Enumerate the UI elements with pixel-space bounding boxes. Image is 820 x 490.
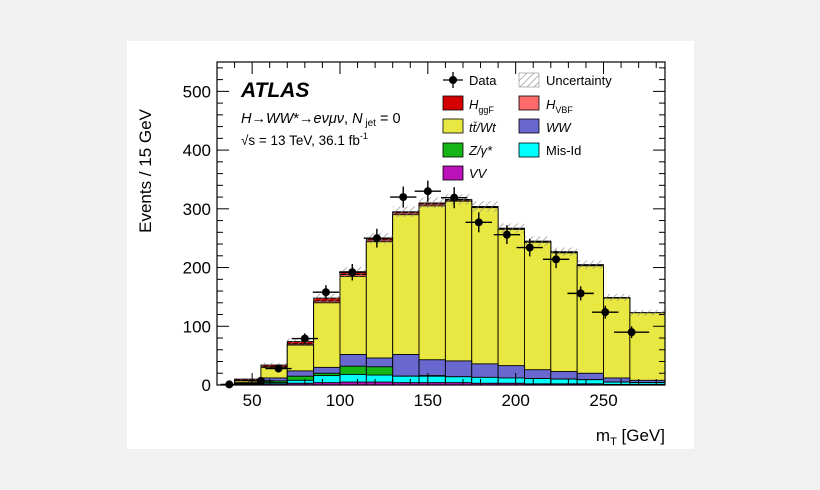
x-tick-label-150: 150 — [414, 391, 442, 410]
y-tick-label-200: 200 — [183, 259, 211, 278]
bar-tt-wt-13 — [550, 252, 578, 386]
legend-vv: VV — [442, 165, 488, 181]
legend-label-uncertainty: Uncertainty — [546, 73, 612, 88]
data-point-16 — [627, 328, 636, 337]
legend-hvbf: HVBF — [518, 95, 573, 115]
uncertainty-band-14 — [577, 260, 604, 269]
legend-ttbar: tt̄/Wt — [442, 118, 497, 135]
uncertainty-band-1 — [234, 377, 261, 381]
legend-hggf: HggF — [442, 95, 494, 115]
data-point-1 — [256, 376, 265, 385]
legend-uncertainty: Uncertainty — [518, 72, 612, 88]
legend-label-vv: VV — [469, 166, 488, 181]
legend-misid: Mis-Id — [518, 142, 581, 158]
legend-label-hvbf: HVBF — [546, 97, 573, 115]
data-point-8 — [423, 187, 432, 196]
legend-label-ttbar: tt̄/Wt — [469, 120, 497, 135]
energy-label: √s = 13 TeV, 36.1 fb-1 — [241, 131, 368, 148]
data-point-4 — [321, 288, 330, 297]
bar-tt-wt-14 — [576, 265, 604, 386]
atlas-mt-histogram: 0 100 200 300 400 500 50 100 150 200 250 Events / … — [136, 61, 666, 448]
uncertainty-band-16 — [629, 309, 665, 316]
data-point-3 — [300, 334, 309, 343]
legend: Data Uncertainty HggF HVBF tt̄/Wt WW — [442, 72, 612, 181]
data-point-6 — [372, 234, 381, 243]
uncertainty-band-8 — [419, 197, 446, 209]
x-tick-label-250: 250 — [589, 391, 617, 410]
legend-label-data: Data — [469, 73, 497, 88]
process-label: H→WW*→eνμν, N jet = 0 — [241, 111, 401, 129]
experiment-label: ATLAS — [240, 79, 309, 102]
data-point-11 — [502, 230, 511, 239]
legend-label-zgamma: Z/γ* — [468, 143, 493, 158]
uncertainty-band-9 — [445, 194, 472, 205]
bar-tt-wt-9 — [444, 200, 473, 386]
plot-panel: 0 100 200 300 400 500 50 100 150 200 250 Events / … — [127, 41, 694, 449]
legend-data: Data — [443, 72, 497, 88]
legend-zgamma: Z/γ* — [442, 142, 493, 158]
uncertainty-band-12 — [524, 236, 551, 246]
uncertainty-band-11 — [498, 223, 525, 233]
data-point-14 — [576, 289, 585, 298]
y-tick-label-500: 500 — [183, 82, 211, 101]
uncertainty-band-3 — [287, 338, 314, 345]
y-tick-label-400: 400 — [183, 141, 211, 160]
bar-tt-wt-8 — [418, 205, 446, 386]
y-tick-label-0: 0 — [202, 376, 211, 395]
data-point-5 — [348, 268, 357, 277]
bar-tt-wt-12 — [524, 241, 552, 386]
data-point-10 — [474, 218, 483, 227]
plot-frame — [216, 61, 666, 386]
uncertainty-band-15 — [603, 293, 630, 302]
y-tick-label-300: 300 — [183, 200, 211, 219]
legend-label-ww: WW — [546, 120, 572, 135]
x-tick-label-50: 50 — [243, 391, 262, 410]
y-axis-title: Events / 15 GeV — [136, 108, 155, 232]
data-point-9 — [450, 193, 459, 202]
uncertainty-band-7 — [392, 206, 420, 218]
y-tick-label-100: 100 — [183, 317, 211, 336]
legend-label-hggf: HggF — [469, 97, 494, 115]
data-point-2 — [274, 364, 283, 373]
uncertainty-band-2 — [260, 362, 288, 368]
data-point-13 — [552, 255, 561, 264]
data-point-12 — [525, 243, 534, 252]
bar-tt-wt-11 — [497, 228, 525, 386]
bar-tt-wt-16 — [629, 312, 666, 386]
uncertainty-band-13 — [550, 247, 578, 256]
uncertainty-band-4 — [313, 293, 340, 303]
x-tick-label-100: 100 — [326, 391, 354, 410]
x-axis-title: mT [GeV] — [596, 426, 665, 448]
x-tick-label-200: 200 — [501, 391, 529, 410]
data-point-15 — [601, 308, 610, 317]
uncertainty-band-10 — [471, 201, 499, 212]
legend-ww: WW — [518, 118, 572, 135]
legend-label-misid: Mis-Id — [546, 143, 581, 158]
data-point-7 — [399, 193, 408, 202]
